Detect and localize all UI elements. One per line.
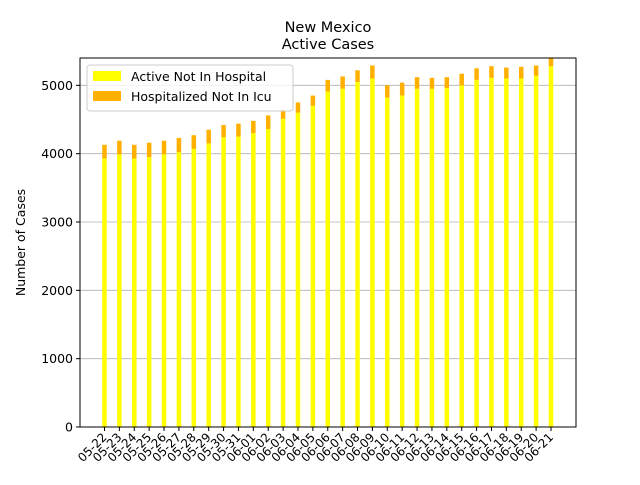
bar-hospitalized-not-in-icu [533, 65, 539, 76]
bar-hospitalized-not-in-icu [161, 140, 167, 155]
bar-active-not-in-hospital [459, 85, 464, 427]
bar-hospitalized-not-in-icu [370, 65, 375, 79]
bar-hospitalized-not-in-icu [385, 85, 390, 98]
bar-active-not-in-hospital [444, 88, 450, 428]
legend: Active Not In Hospital Hospitalized Not I… [86, 64, 294, 112]
bar-active-not-in-hospital [310, 105, 316, 427]
bar-active-not-in-hospital [280, 118, 286, 428]
bar-active-not-in-hospital [295, 112, 301, 428]
bar-hospitalized-not-in-icu [146, 142, 152, 158]
legend-box [86, 64, 294, 112]
bar-hospitalized-not-in-icu [518, 66, 524, 79]
bar-hospitalized-not-in-icu [102, 144, 107, 159]
legend-label: Hospitalized Not In Icu [131, 89, 272, 104]
bar-active-not-in-hospital [355, 81, 360, 428]
bar-active-not-in-hospital [399, 95, 405, 427]
bar-hospitalized-not-in-icu [489, 66, 494, 78]
bar-active-not-in-hospital [533, 75, 539, 428]
bar-hospitalized-not-in-icu [191, 135, 197, 149]
bar-active-not-in-hospital [489, 77, 494, 428]
bar-hospitalized-not-in-icu [251, 120, 256, 134]
bar-active-not-in-hospital [102, 158, 107, 427]
bar-active-not-in-hospital [504, 78, 509, 427]
bar-active-not-in-hospital [191, 148, 197, 427]
y-tick-label: 3000 [41, 215, 73, 230]
bars [102, 58, 554, 428]
chart-title: New Mexico [285, 20, 372, 36]
bar-active-not-in-hospital [176, 152, 182, 428]
bar-hospitalized-not-in-icu [132, 144, 137, 159]
bar-hospitalized-not-in-icu [265, 115, 271, 130]
bar-active-not-in-hospital [146, 157, 152, 428]
bar-hospitalized-not-in-icu [459, 73, 464, 86]
bar-hospitalized-not-in-icu [429, 77, 435, 89]
bar-hospitalized-not-in-icu [221, 124, 226, 138]
bar-hospitalized-not-in-icu [206, 129, 211, 144]
bar-active-not-in-hospital [474, 79, 479, 427]
y-tick-label: 0 [65, 420, 73, 435]
bar-hospitalized-not-in-icu [548, 58, 554, 67]
bar-active-not-in-hospital [548, 66, 554, 427]
y-tick-label: 4000 [41, 146, 73, 161]
bar-active-not-in-hospital [385, 97, 390, 427]
bar-active-not-in-hospital [161, 154, 167, 427]
legend-swatch [93, 91, 121, 101]
bar-active-not-in-hospital [132, 158, 137, 427]
bar-active-not-in-hospital [429, 88, 435, 427]
legend-label: Active Not In Hospital [131, 69, 266, 84]
bar-active-not-in-hospital [370, 78, 375, 427]
bar-active-not-in-hospital [221, 137, 226, 427]
bar-hospitalized-not-in-icu [414, 77, 420, 89]
bar-active-not-in-hospital [251, 133, 256, 427]
bar-active-not-in-hospital [206, 143, 211, 427]
bar-hospitalized-not-in-icu [504, 67, 509, 79]
bar-active-not-in-hospital [265, 129, 271, 428]
bar-hospitalized-not-in-icu [236, 123, 241, 137]
bar-hospitalized-not-in-icu [117, 140, 122, 155]
bar-active-not-in-hospital [325, 91, 330, 427]
y-axis: 0 1000 2000 3000 4000 5000 [41, 78, 80, 435]
bar-hospitalized-not-in-icu [295, 102, 301, 113]
bar-hospitalized-not-in-icu [176, 137, 182, 153]
bar-hospitalized-not-in-icu [325, 79, 330, 92]
y-tick-label: 5000 [41, 78, 73, 93]
bar-active-not-in-hospital [518, 78, 524, 427]
bar-hospitalized-not-in-icu [355, 70, 360, 82]
y-tick-label: 2000 [41, 283, 73, 298]
y-tick-label: 1000 [41, 351, 73, 366]
bar-active-not-in-hospital [117, 154, 122, 427]
bar-hospitalized-not-in-icu [474, 68, 479, 80]
y-axis-label: Number of Cases [13, 189, 28, 296]
bar-hospitalized-not-in-icu [399, 82, 405, 96]
bar-hospitalized-not-in-icu [444, 77, 450, 89]
bar-hospitalized-not-in-icu [280, 109, 286, 119]
bar-active-not-in-hospital [414, 88, 420, 427]
bar-hospitalized-not-in-icu [340, 76, 345, 89]
bar-active-not-in-hospital [340, 88, 345, 427]
bar-active-not-in-hospital [236, 136, 241, 428]
legend-swatch [93, 71, 121, 81]
bar-hospitalized-not-in-icu [310, 95, 316, 106]
chart-subtitle: Active Cases [282, 37, 375, 53]
